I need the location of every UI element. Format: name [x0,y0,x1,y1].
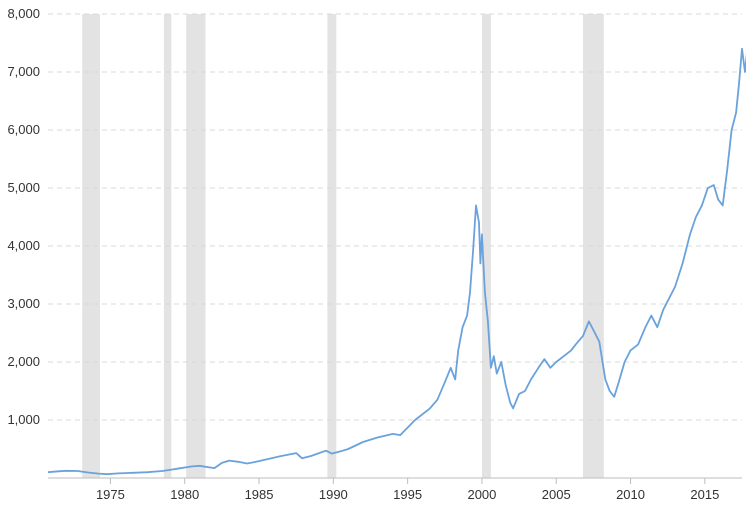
series-group [48,47,746,476]
x-tick-label: 1990 [319,487,348,502]
shaded-period [481,14,491,478]
x-tick-label: 2000 [467,487,496,502]
x-tick-label: 2010 [616,487,645,502]
x-axis-ticks: 1975 1980 1985 1990 1995 2000 2005 2010 2015 [96,478,719,502]
y-tick-label: 3,000 [7,296,40,311]
x-tick-label: 2015 [690,487,719,502]
series-line [48,47,746,476]
gridlines [48,13,742,421]
y-tick-label: 2,000 [7,354,40,369]
y-tick-label: 8,000 [7,6,40,21]
x-tick-label: 1985 [245,487,274,502]
y-tick-label: 6,000 [7,122,40,137]
y-tick-label: 5,000 [7,180,40,195]
x-tick-label: 2005 [542,487,571,502]
x-tick-label: 1995 [393,487,422,502]
x-tick-label: 1980 [170,487,199,502]
x-tick-label: 1975 [96,487,125,502]
y-tick-label: 7,000 [7,64,40,79]
y-tick-label: 4,000 [7,238,40,253]
y-axis-ticks: 1,000 2,000 3,000 4,000 5,000 6,000 7,000 8,000 [7,6,40,427]
y-tick-label: 1,000 [7,412,40,427]
